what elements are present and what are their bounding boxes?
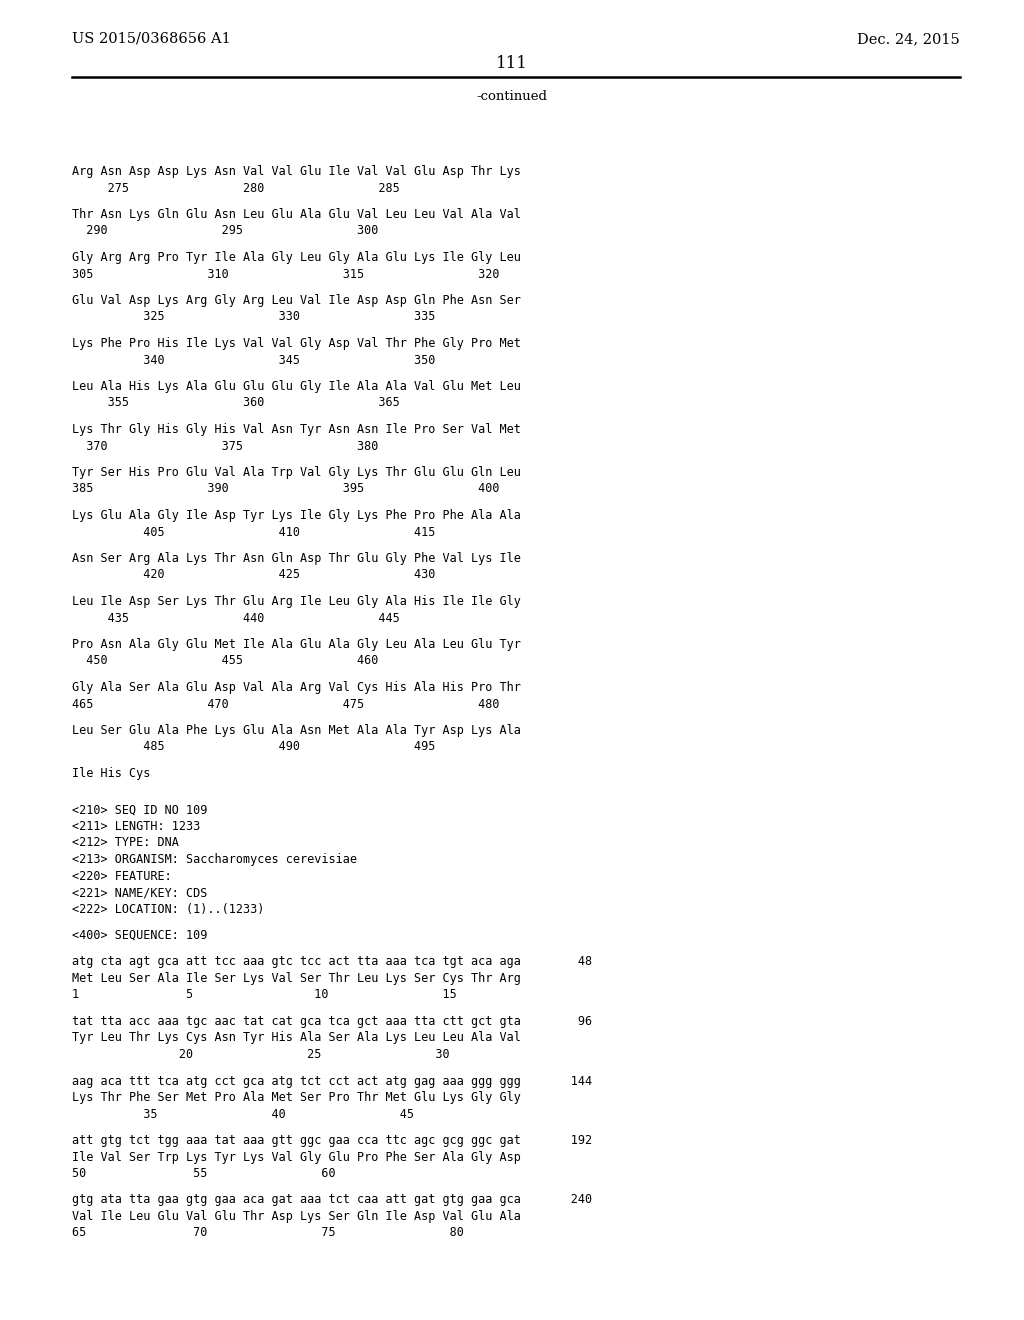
Text: <400> SEQUENCE: 109: <400> SEQUENCE: 109: [72, 929, 208, 942]
Text: Pro Asn Ala Gly Glu Met Ile Ala Glu Ala Gly Leu Ala Leu Glu Tyr: Pro Asn Ala Gly Glu Met Ile Ala Glu Ala …: [72, 638, 521, 651]
Text: 385                390                395                400: 385 390 395 400: [72, 483, 500, 495]
Text: -continued: -continued: [476, 90, 548, 103]
Text: att gtg tct tgg aaa tat aaa gtt ggc gaa cca ttc agc gcg ggc gat       192: att gtg tct tgg aaa tat aaa gtt ggc gaa …: [72, 1134, 592, 1147]
Text: Gly Arg Arg Pro Tyr Ile Ala Gly Leu Gly Ala Glu Lys Ile Gly Leu: Gly Arg Arg Pro Tyr Ile Ala Gly Leu Gly …: [72, 251, 521, 264]
Text: 420                425                430: 420 425 430: [72, 569, 435, 582]
Text: 465                470                475                480: 465 470 475 480: [72, 697, 500, 710]
Text: 65               70                75                80: 65 70 75 80: [72, 1226, 464, 1239]
Text: 50               55                60: 50 55 60: [72, 1167, 336, 1180]
Text: 370                375                380: 370 375 380: [72, 440, 379, 453]
Text: Lys Thr Phe Ser Met Pro Ala Met Ser Pro Thr Met Glu Lys Gly Gly: Lys Thr Phe Ser Met Pro Ala Met Ser Pro …: [72, 1092, 521, 1104]
Text: 340                345                350: 340 345 350: [72, 354, 435, 367]
Text: Lys Thr Gly His Gly His Val Asn Tyr Asn Asn Ile Pro Ser Val Met: Lys Thr Gly His Gly His Val Asn Tyr Asn …: [72, 422, 521, 436]
Text: Tyr Leu Thr Lys Cys Asn Tyr His Ala Ser Ala Lys Leu Leu Ala Val: Tyr Leu Thr Lys Cys Asn Tyr His Ala Ser …: [72, 1031, 521, 1044]
Text: 290                295                300: 290 295 300: [72, 224, 379, 238]
Text: 35                40                45: 35 40 45: [72, 1107, 414, 1121]
Text: 305                310                315                320: 305 310 315 320: [72, 268, 500, 281]
Text: Leu Ile Asp Ser Lys Thr Glu Arg Ile Leu Gly Ala His Ile Ile Gly: Leu Ile Asp Ser Lys Thr Glu Arg Ile Leu …: [72, 595, 521, 609]
Text: Ile His Cys: Ile His Cys: [72, 767, 151, 780]
Text: Asn Ser Arg Ala Lys Thr Asn Gln Asp Thr Glu Gly Phe Val Lys Ile: Asn Ser Arg Ala Lys Thr Asn Gln Asp Thr …: [72, 552, 521, 565]
Text: Met Leu Ser Ala Ile Ser Lys Val Ser Thr Leu Lys Ser Cys Thr Arg: Met Leu Ser Ala Ile Ser Lys Val Ser Thr …: [72, 972, 521, 985]
Text: 1               5                 10                15: 1 5 10 15: [72, 989, 457, 1002]
Text: 485                490                495: 485 490 495: [72, 741, 435, 754]
Text: <220> FEATURE:: <220> FEATURE:: [72, 870, 172, 883]
Text: Tyr Ser His Pro Glu Val Ala Trp Val Gly Lys Thr Glu Glu Gln Leu: Tyr Ser His Pro Glu Val Ala Trp Val Gly …: [72, 466, 521, 479]
Text: Leu Ser Glu Ala Phe Lys Glu Ala Asn Met Ala Ala Tyr Asp Lys Ala: Leu Ser Glu Ala Phe Lys Glu Ala Asn Met …: [72, 723, 521, 737]
Text: Ile Val Ser Trp Lys Tyr Lys Val Gly Glu Pro Phe Ser Ala Gly Asp: Ile Val Ser Trp Lys Tyr Lys Val Gly Glu …: [72, 1151, 521, 1163]
Text: 20                25                30: 20 25 30: [72, 1048, 450, 1061]
Text: 111: 111: [496, 55, 528, 73]
Text: Thr Asn Lys Gln Glu Asn Leu Glu Ala Glu Val Leu Leu Val Ala Val: Thr Asn Lys Gln Glu Asn Leu Glu Ala Glu …: [72, 209, 521, 220]
Text: <213> ORGANISM: Saccharomyces cerevisiae: <213> ORGANISM: Saccharomyces cerevisiae: [72, 853, 357, 866]
Text: Val Ile Leu Glu Val Glu Thr Asp Lys Ser Gln Ile Asp Val Glu Ala: Val Ile Leu Glu Val Glu Thr Asp Lys Ser …: [72, 1210, 521, 1224]
Text: 325                330                335: 325 330 335: [72, 310, 435, 323]
Text: <221> NAME/KEY: CDS: <221> NAME/KEY: CDS: [72, 886, 208, 899]
Text: tat tta acc aaa tgc aac tat cat gca tca gct aaa tta ctt gct gta        96: tat tta acc aaa tgc aac tat cat gca tca …: [72, 1015, 592, 1028]
Text: Lys Glu Ala Gly Ile Asp Tyr Lys Ile Gly Lys Phe Pro Phe Ala Ala: Lys Glu Ala Gly Ile Asp Tyr Lys Ile Gly …: [72, 510, 521, 521]
Text: Dec. 24, 2015: Dec. 24, 2015: [857, 32, 961, 46]
Text: aag aca ttt tca atg cct gca atg tct cct act atg gag aaa ggg ggg       144: aag aca ttt tca atg cct gca atg tct cct …: [72, 1074, 592, 1088]
Text: atg cta agt gca att tcc aaa gtc tcc act tta aaa tca tgt aca aga        48: atg cta agt gca att tcc aaa gtc tcc act …: [72, 956, 592, 969]
Text: 275                280                285: 275 280 285: [72, 181, 399, 194]
Text: US 2015/0368656 A1: US 2015/0368656 A1: [72, 32, 230, 46]
Text: <210> SEQ ID NO 109: <210> SEQ ID NO 109: [72, 804, 208, 817]
Text: 405                410                415: 405 410 415: [72, 525, 435, 539]
Text: gtg ata tta gaa gtg gaa aca gat aaa tct caa att gat gtg gaa gca       240: gtg ata tta gaa gtg gaa aca gat aaa tct …: [72, 1193, 592, 1206]
Text: 435                440                445: 435 440 445: [72, 611, 399, 624]
Text: <222> LOCATION: (1)..(1233): <222> LOCATION: (1)..(1233): [72, 903, 264, 916]
Text: 450                455                460: 450 455 460: [72, 655, 379, 668]
Text: Gly Ala Ser Ala Glu Asp Val Ala Arg Val Cys His Ala His Pro Thr: Gly Ala Ser Ala Glu Asp Val Ala Arg Val …: [72, 681, 521, 694]
Text: <212> TYPE: DNA: <212> TYPE: DNA: [72, 837, 179, 850]
Text: <211> LENGTH: 1233: <211> LENGTH: 1233: [72, 820, 201, 833]
Text: 355                360                365: 355 360 365: [72, 396, 399, 409]
Text: Lys Phe Pro His Ile Lys Val Val Gly Asp Val Thr Phe Gly Pro Met: Lys Phe Pro His Ile Lys Val Val Gly Asp …: [72, 337, 521, 350]
Text: Arg Asn Asp Asp Lys Asn Val Val Glu Ile Val Val Glu Asp Thr Lys: Arg Asn Asp Asp Lys Asn Val Val Glu Ile …: [72, 165, 521, 178]
Text: Glu Val Asp Lys Arg Gly Arg Leu Val Ile Asp Asp Gln Phe Asn Ser: Glu Val Asp Lys Arg Gly Arg Leu Val Ile …: [72, 294, 521, 308]
Text: Leu Ala His Lys Ala Glu Glu Glu Gly Ile Ala Ala Val Glu Met Leu: Leu Ala His Lys Ala Glu Glu Glu Gly Ile …: [72, 380, 521, 393]
